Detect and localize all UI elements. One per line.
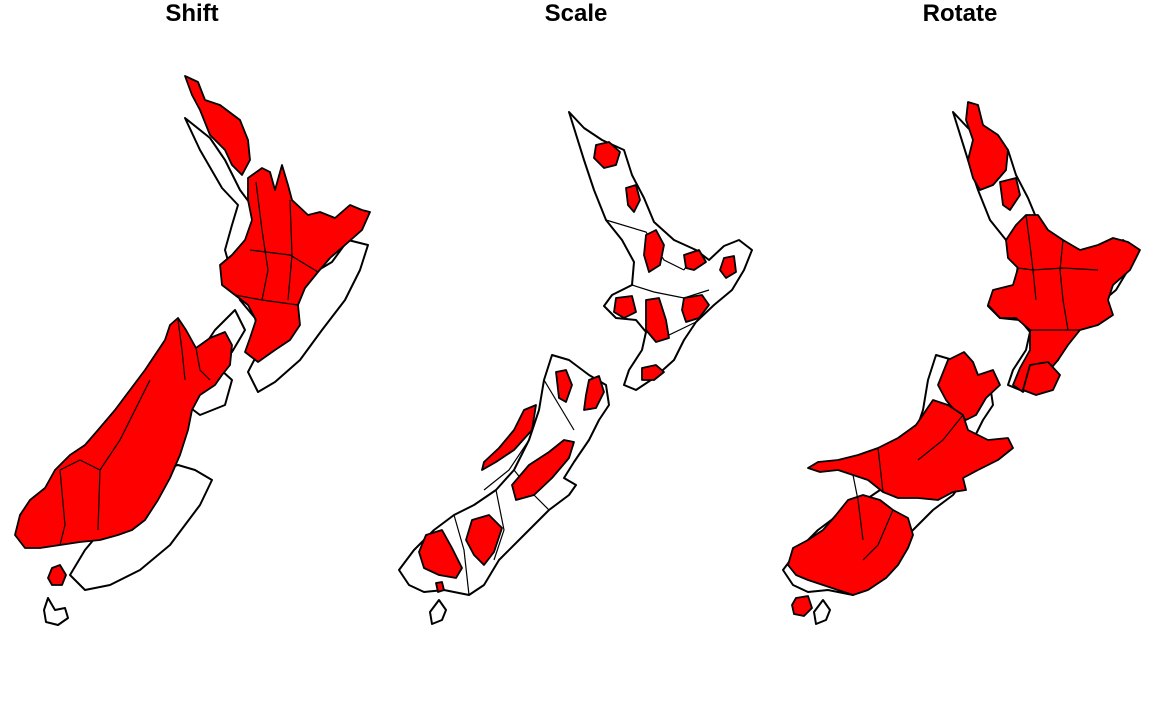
scaled-region [641, 364, 665, 381]
rotated-south-north-region [1022, 361, 1061, 396]
scaled-region [613, 295, 637, 319]
scaled-region [719, 255, 737, 279]
stewart-island-outline [43, 597, 69, 626]
rotated-stewart-region [791, 595, 813, 617]
northland-region [184, 75, 251, 176]
southland-region [47, 564, 67, 586]
region-border [59, 319, 211, 546]
rotated-northland-region [965, 101, 1009, 191]
scaled-region [583, 375, 605, 411]
panel-shift: Shift [0, 0, 384, 711]
scaled-region [645, 297, 670, 343]
scaled-region [681, 294, 710, 323]
rotated-nelson-region [937, 351, 1001, 421]
central-north-region [219, 164, 371, 363]
map-rotate [782, 101, 1141, 625]
panel-rotate: Rotate [768, 0, 1152, 711]
stewart-island-outline [813, 599, 831, 625]
stewart-island-outline [429, 599, 447, 625]
map-scale [398, 111, 753, 625]
scaled-region [418, 529, 463, 579]
scaled-region [481, 404, 537, 471]
panel-title-shift: Shift [165, 0, 219, 27]
scaled-region [625, 184, 641, 213]
region-border [453, 379, 575, 596]
region-border [1017, 214, 1099, 331]
map-shift [14, 75, 371, 626]
rotated-canterbury-region [807, 399, 1014, 501]
region-border [234, 181, 319, 306]
scaled-region [465, 514, 503, 566]
scaled-region [683, 249, 707, 271]
scaled-region [511, 439, 575, 501]
panel-title-scale: Scale [544, 0, 608, 27]
panel-scale: Scale [384, 0, 768, 711]
scaled-region [435, 581, 445, 593]
south-island-outline [398, 354, 610, 596]
scaled-region [593, 141, 621, 169]
panel-title-rotate: Rotate [922, 0, 998, 27]
rotated-southland-region [787, 494, 914, 596]
region-border [852, 414, 964, 561]
rotated-auckland-region [999, 177, 1021, 211]
scaled-region [643, 229, 665, 273]
scaled-region [555, 369, 573, 403]
